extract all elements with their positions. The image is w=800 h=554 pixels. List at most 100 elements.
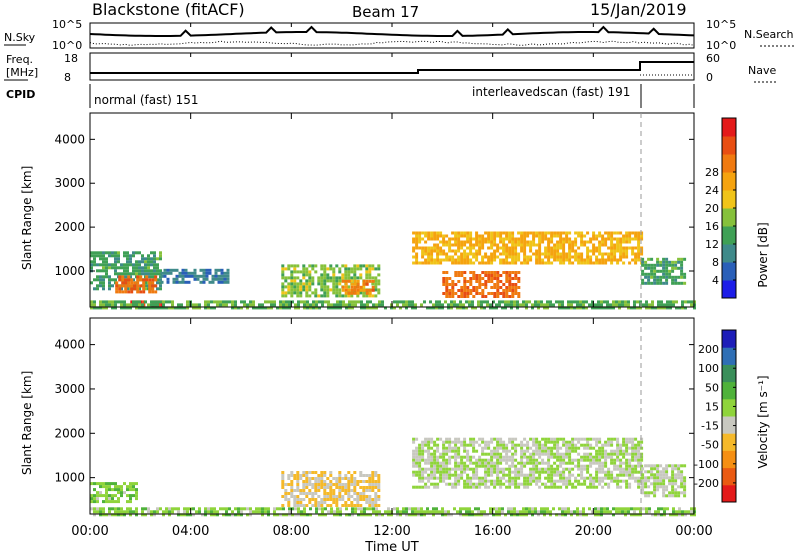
echo-cell: [427, 246, 431, 250]
echo-cell: [469, 237, 473, 241]
echo-cell: [637, 240, 641, 244]
echo-cell: [442, 458, 446, 462]
echo-cell: [132, 300, 135, 304]
echo-cell: [472, 243, 476, 247]
echo-cell: [332, 501, 336, 504]
echo-cell: [622, 255, 626, 259]
echo-cell: [477, 300, 480, 304]
echo-cell: [111, 306, 114, 310]
echo-cell: [457, 240, 461, 244]
echo-cell: [665, 263, 669, 267]
echo-cell: [305, 270, 309, 274]
echo-cell: [105, 266, 108, 270]
echo-cell: [550, 467, 554, 471]
echo-cell: [108, 494, 111, 498]
echo-cell: [204, 300, 207, 304]
echo-cell: [371, 276, 375, 280]
echo-cell: [412, 240, 416, 244]
echo-cell: [138, 303, 141, 307]
echo-cell: [412, 470, 416, 474]
echo-cell: [421, 455, 425, 459]
echo-cell: [290, 270, 294, 274]
echo-cell: [541, 452, 545, 456]
echo-cell: [472, 286, 476, 289]
echo-cell: [666, 300, 669, 304]
echo-cell: [217, 274, 221, 278]
echo-cell: [183, 513, 186, 517]
echo-cell: [625, 464, 629, 468]
echo-cell: [493, 255, 497, 259]
echo-cell: [436, 252, 440, 256]
echo-cell: [475, 476, 479, 480]
echo-cell: [338, 498, 342, 501]
echo-cell: [363, 510, 366, 514]
echo-cell: [595, 455, 599, 459]
echo-cell: [329, 495, 333, 498]
echo-cell: [565, 455, 569, 459]
echo-cell: [472, 485, 476, 489]
echo-cell: [463, 292, 467, 295]
echo-cell: [114, 251, 117, 255]
echo-cell: [619, 443, 623, 447]
echo-cell: [341, 498, 345, 501]
echo-cell: [531, 513, 534, 517]
echo-cell: [628, 261, 632, 265]
echo-cell: [133, 281, 137, 285]
echo-cell: [466, 292, 470, 295]
echo-cell: [487, 461, 491, 465]
echo-cell: [430, 246, 434, 250]
echo-cell: [213, 507, 216, 511]
echo-cell: [430, 437, 434, 441]
echo-cell: [589, 461, 593, 465]
echo-cell: [547, 255, 551, 259]
echo-cell: [674, 263, 678, 267]
echo-cell: [493, 286, 497, 289]
echo-cell: [535, 252, 539, 256]
echo-cell: [589, 482, 593, 486]
echo-cell: [547, 237, 551, 241]
echo-cell: [550, 261, 554, 265]
echo-cell: [562, 261, 566, 265]
echo-cell: [442, 240, 446, 244]
echo-cell: [362, 486, 366, 489]
echo-cell: [556, 455, 560, 459]
echo-cell: [108, 482, 111, 486]
echo-cell: [427, 440, 431, 444]
echo-cell: [371, 282, 375, 286]
echo-cell: [505, 467, 509, 471]
echo-cell: [318, 513, 321, 517]
echo-cell: [177, 306, 180, 310]
power-colorbar-label: Power [dB]: [756, 222, 770, 287]
echo-cell: [463, 440, 467, 444]
echo-cell: [493, 449, 497, 453]
echo-cell: [412, 464, 416, 468]
echo-cell: [442, 258, 446, 262]
echo-cell: [541, 482, 545, 486]
echo-cell: [487, 473, 491, 477]
echo-cell: [213, 510, 216, 514]
echo-cell: [589, 443, 593, 447]
echo-cell: [577, 473, 581, 477]
echo-cell: [430, 237, 434, 241]
echo-cell: [123, 513, 126, 517]
echo-cell: [448, 458, 452, 462]
echo-cell: [377, 288, 381, 292]
echo-cell: [414, 303, 417, 307]
echo-cell: [213, 306, 216, 310]
echo-cell: [463, 234, 467, 238]
echo-cell: [516, 303, 519, 307]
echo-cell: [528, 507, 531, 511]
echo-cell: [514, 249, 518, 253]
echo-cell: [321, 507, 324, 511]
echo-cell: [371, 471, 375, 474]
echo-cell: [375, 510, 378, 514]
echo-cell: [571, 440, 575, 444]
echo-cell: [496, 452, 500, 456]
echo-cell: [356, 276, 360, 280]
echo-cell: [535, 261, 539, 265]
echo-cell: [586, 446, 590, 450]
echo-cell: [353, 291, 357, 295]
echo-cell: [573, 306, 576, 310]
echo-cell: [147, 507, 150, 511]
echo-cell: [442, 283, 446, 286]
